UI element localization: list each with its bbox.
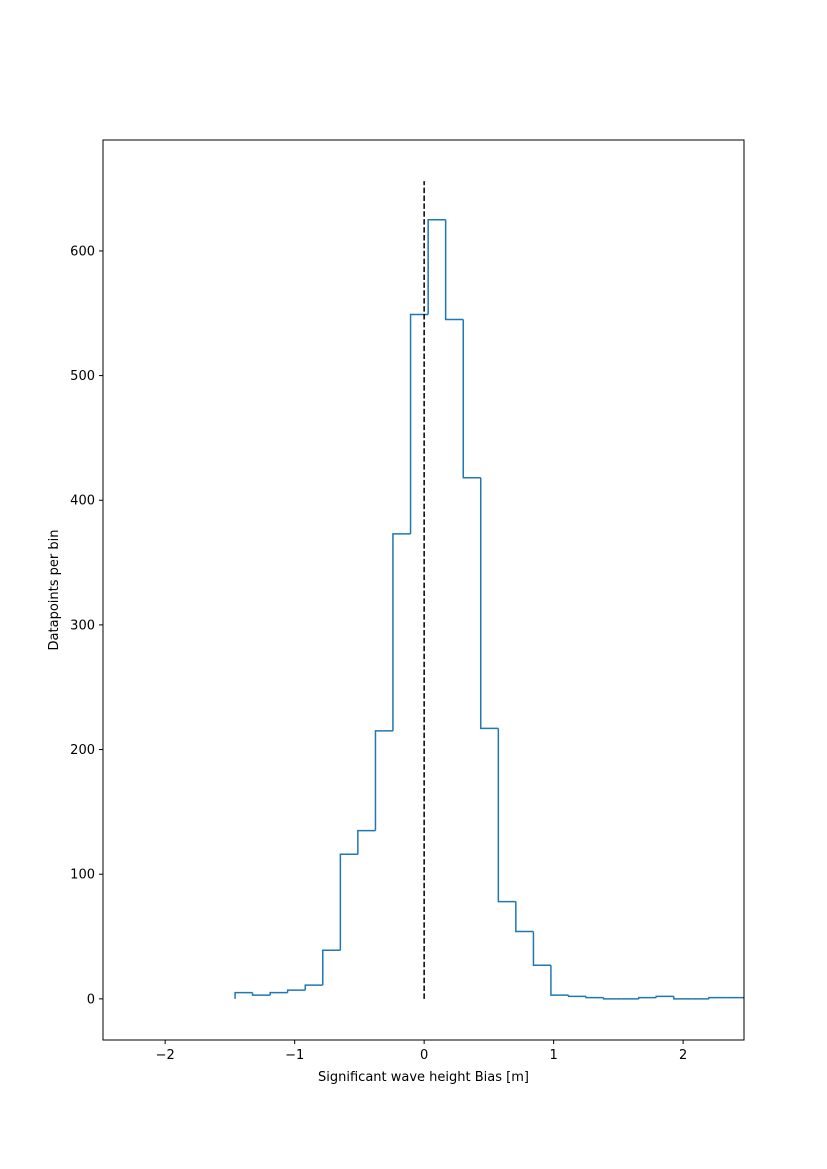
x-tick-label: −1 <box>285 1048 304 1063</box>
hist-step <box>234 991 253 999</box>
hist-step <box>673 996 692 1000</box>
hist-step <box>726 996 744 999</box>
hist-step <box>585 996 604 999</box>
x-tick-label: 0 <box>420 1048 428 1063</box>
x-axis-label: Significant wave height Bias [m] <box>318 1070 529 1085</box>
hist-step <box>550 965 569 996</box>
axes-frame <box>102 139 745 1041</box>
y-tick-label: 500 <box>70 369 95 384</box>
hist-step <box>304 984 323 991</box>
plot-area <box>234 181 744 1000</box>
hist-step <box>269 991 288 996</box>
hist-step <box>462 319 481 479</box>
x-tick-label: −2 <box>156 1048 175 1063</box>
hist-step <box>515 901 534 933</box>
y-tick-label: 0 <box>87 992 95 1007</box>
y-tick-label: 300 <box>70 618 95 633</box>
hist-step <box>357 829 376 855</box>
hist-step <box>637 996 657 999</box>
y-tick-label: 600 <box>70 244 95 259</box>
hist-step <box>374 730 393 831</box>
hist-step <box>427 219 446 315</box>
y-axis-label: Datapoints per bin <box>47 530 62 651</box>
hist-step <box>286 989 306 993</box>
hist-step <box>567 995 587 998</box>
y-tick-label: 400 <box>70 494 95 509</box>
hist-step <box>602 997 622 1000</box>
hist-step <box>655 995 674 998</box>
hist-step <box>479 477 499 730</box>
hist-step <box>497 728 516 903</box>
hist-step <box>409 313 429 534</box>
hist-step <box>251 992 271 996</box>
y-tick-label: 200 <box>70 743 95 758</box>
hist-step <box>532 931 551 966</box>
x-tick-label: 1 <box>550 1048 558 1063</box>
hist-step <box>322 949 341 986</box>
hist-step <box>444 219 464 321</box>
hist-step <box>392 533 411 731</box>
hist-step <box>708 996 727 999</box>
x-tick-label: 2 <box>679 1048 687 1063</box>
hist-step <box>339 853 358 951</box>
y-tick-label: 100 <box>70 868 95 883</box>
